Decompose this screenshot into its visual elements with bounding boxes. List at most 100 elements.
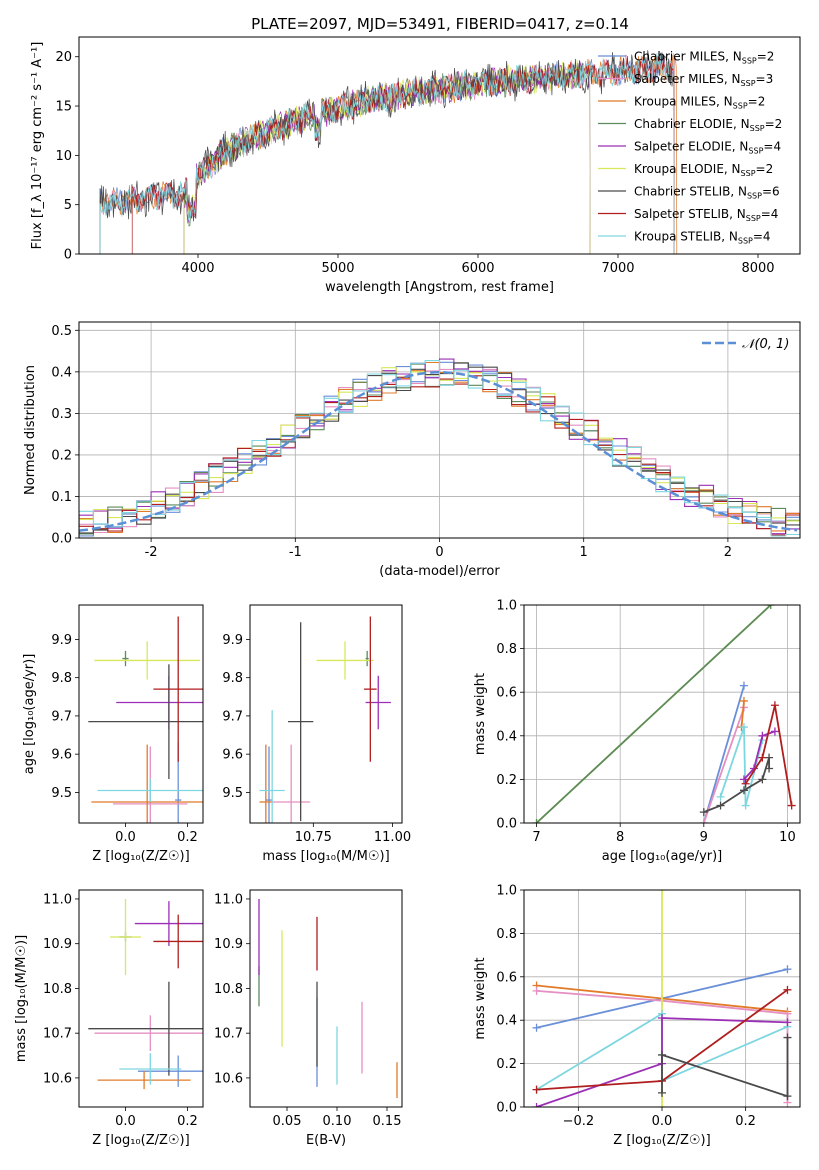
plot-frame [78,321,801,539]
x-tick-label: 0.0 [652,1114,673,1129]
errorbar-salpeter-miles [272,744,311,823]
weight-marker [765,764,774,773]
y-tick-label: 0.5 [51,324,72,339]
x-tick-label: 6000 [461,261,494,276]
errorbar-chabrier-miles [137,1055,203,1087]
x-tick-label: 0.10 [323,1114,352,1129]
weight-marker [783,965,792,974]
y-tick-label: 0.0 [51,532,72,547]
weight-marker [758,775,767,784]
errorbar-salpeter-elodie [365,675,391,730]
plot-area [79,358,800,537]
errorbar-kroupa-stelib [97,779,203,802]
plot-area [259,616,391,823]
errorbar-kroupa-elodie [94,641,200,680]
weight-marker [532,1023,541,1032]
legend-label-kroupa-elodie: Kroupa ELODIE, NSSP=2 [634,162,773,178]
spectrum-line-chabrier-stelib [99,50,675,254]
weight-series-salpeter-miles [699,703,748,823]
y-tick-label: 0.2 [496,1057,517,1072]
x-axis-label: wavelength [Angstrom, rest frame] [325,280,554,295]
x-tick-label: 9 [700,830,708,845]
legend-label-salpeter-elodie: Salpeter ELODIE, NSSP=4 [634,140,781,156]
x-tick-label: −0.2 [563,1114,595,1129]
weight-marker [741,801,750,810]
y-tick-label: 0.2 [51,448,72,463]
errorbar-kroupa-miles [91,744,203,823]
weight-marker [532,819,541,823]
y-tick-label: 0.3 [51,407,72,422]
x-tick-label: 0.2 [177,830,198,845]
weight-line [702,707,745,823]
y-tick-label: 0.0 [496,817,517,832]
weight-vs-age-panel: 7 8 9 10 0.0 0.2 0.4 0.6 0.8 1.0 age [log₁₀(age/yr… [473,599,801,864]
legend-label-salpeter-miles: Salpeter MILES, NSSP=3 [634,72,773,88]
y-tick-label: 10.8 [43,982,72,997]
weight-marker [770,727,779,736]
weight-line [719,726,764,806]
weight-series-kroupa-stelib [716,723,767,810]
x-axis-label: Z [log₁₀(Z/Z☉)] [613,1133,710,1148]
legend-label-normal: 𝒩(0, 1) [742,337,789,352]
weight-marker [739,681,748,690]
legend: Chabrier MILES, NSSP=2 Salpeter MILES, NS… [598,50,782,246]
y-tick-label: 10.9 [43,937,72,952]
legend-label-chabrier-miles: Chabrier MILES, NSSP=2 [634,50,774,66]
y-tick-label: 9.5 [222,786,243,801]
plot-area [258,898,398,1099]
weight-marker [658,890,666,894]
weight-series-chabrier-elodie [532,605,775,823]
spectrum-line-chabrier-miles [99,52,675,254]
y-tick-label: 0.1 [51,490,72,505]
x-axis-label: Z [log₁₀(Z/Z☉)] [92,1133,189,1148]
weight-marker [532,986,541,995]
age-vs-mass-panel: 10.75 11.00 9.5 9.6 9.7 9.8 9.9 mass [log₁₀(M/M… [222,604,411,864]
y-tick-label: 0.2 [496,773,517,788]
y-axis-label: Flux [f_λ 10⁻¹⁷ erg cm⁻² s⁻¹ A⁻¹] [30,42,45,250]
y-tick-label: 0.4 [496,729,517,744]
plot-frame [249,889,403,1108]
weight-marker [787,801,796,810]
x-tick-label: 1 [580,545,588,560]
errorbar-salpeter-stelib [153,914,203,969]
y-axis-label: mass weight [473,673,488,755]
y-tick-label: 15 [55,100,72,115]
y-tick-label: 10.7 [43,1027,72,1042]
y-tick-label: 9.6 [222,748,243,763]
spectrum-panel: 4000 5000 6000 7000 8000 0 5 10 15 20 wavelength [… [30,36,801,295]
weight-marker [532,1103,541,1107]
x-tick-label: 0.2 [177,1114,198,1129]
normal-curve [79,371,798,532]
x-tick-label: 0.15 [373,1114,402,1129]
weight-marker [739,696,748,705]
y-tick-label: 10 [55,149,72,164]
weight-line [702,685,745,823]
errorbar-chabrier-stelib [88,981,203,1076]
y-tick-label: 9.7 [51,709,72,724]
errorbar-chabrier-stelib [288,622,314,822]
plot-frame [78,889,204,1108]
y-tick-label: 5 [64,198,72,213]
y-tick-label: 10.6 [214,1071,243,1086]
y-tick-label: 9.5 [51,786,72,801]
legend-label-kroupa-miles: Kroupa MILES, NSSP=2 [634,95,765,111]
y-axis-label: Normed distribution [23,365,38,495]
weight-line [743,730,776,781]
x-tick-label: 7 [532,830,540,845]
mass-vs-Z-panel: 0.0 0.2 10.6 10.7 10.8 10.9 11.0 Z [log₁₀(Z/Z☉)… [14,889,204,1148]
plot-area [88,616,203,823]
weight-marker [783,1009,792,1018]
y-tick-label: 9.6 [51,748,72,763]
x-tick-label: 8 [616,830,624,845]
y-axis-label: age [log₁₀(age/yr)] [22,654,37,775]
x-tick-label: 2 [724,545,732,560]
weight-marker [716,801,725,810]
y-tick-label: 10.6 [43,1071,72,1086]
legend-label-salpeter-stelib: Salpeter STELIB, NSSP=4 [634,207,778,223]
y-tick-label: 0.4 [496,1014,517,1029]
plot-frame [78,36,801,255]
legend-label-kroupa-stelib: Kroupa STELIB, NSSP=4 [634,230,771,246]
weight-marker [783,985,792,994]
errorbar-kroupa-elodie [110,898,141,976]
x-axis-label: E(B-V) [306,1133,346,1148]
